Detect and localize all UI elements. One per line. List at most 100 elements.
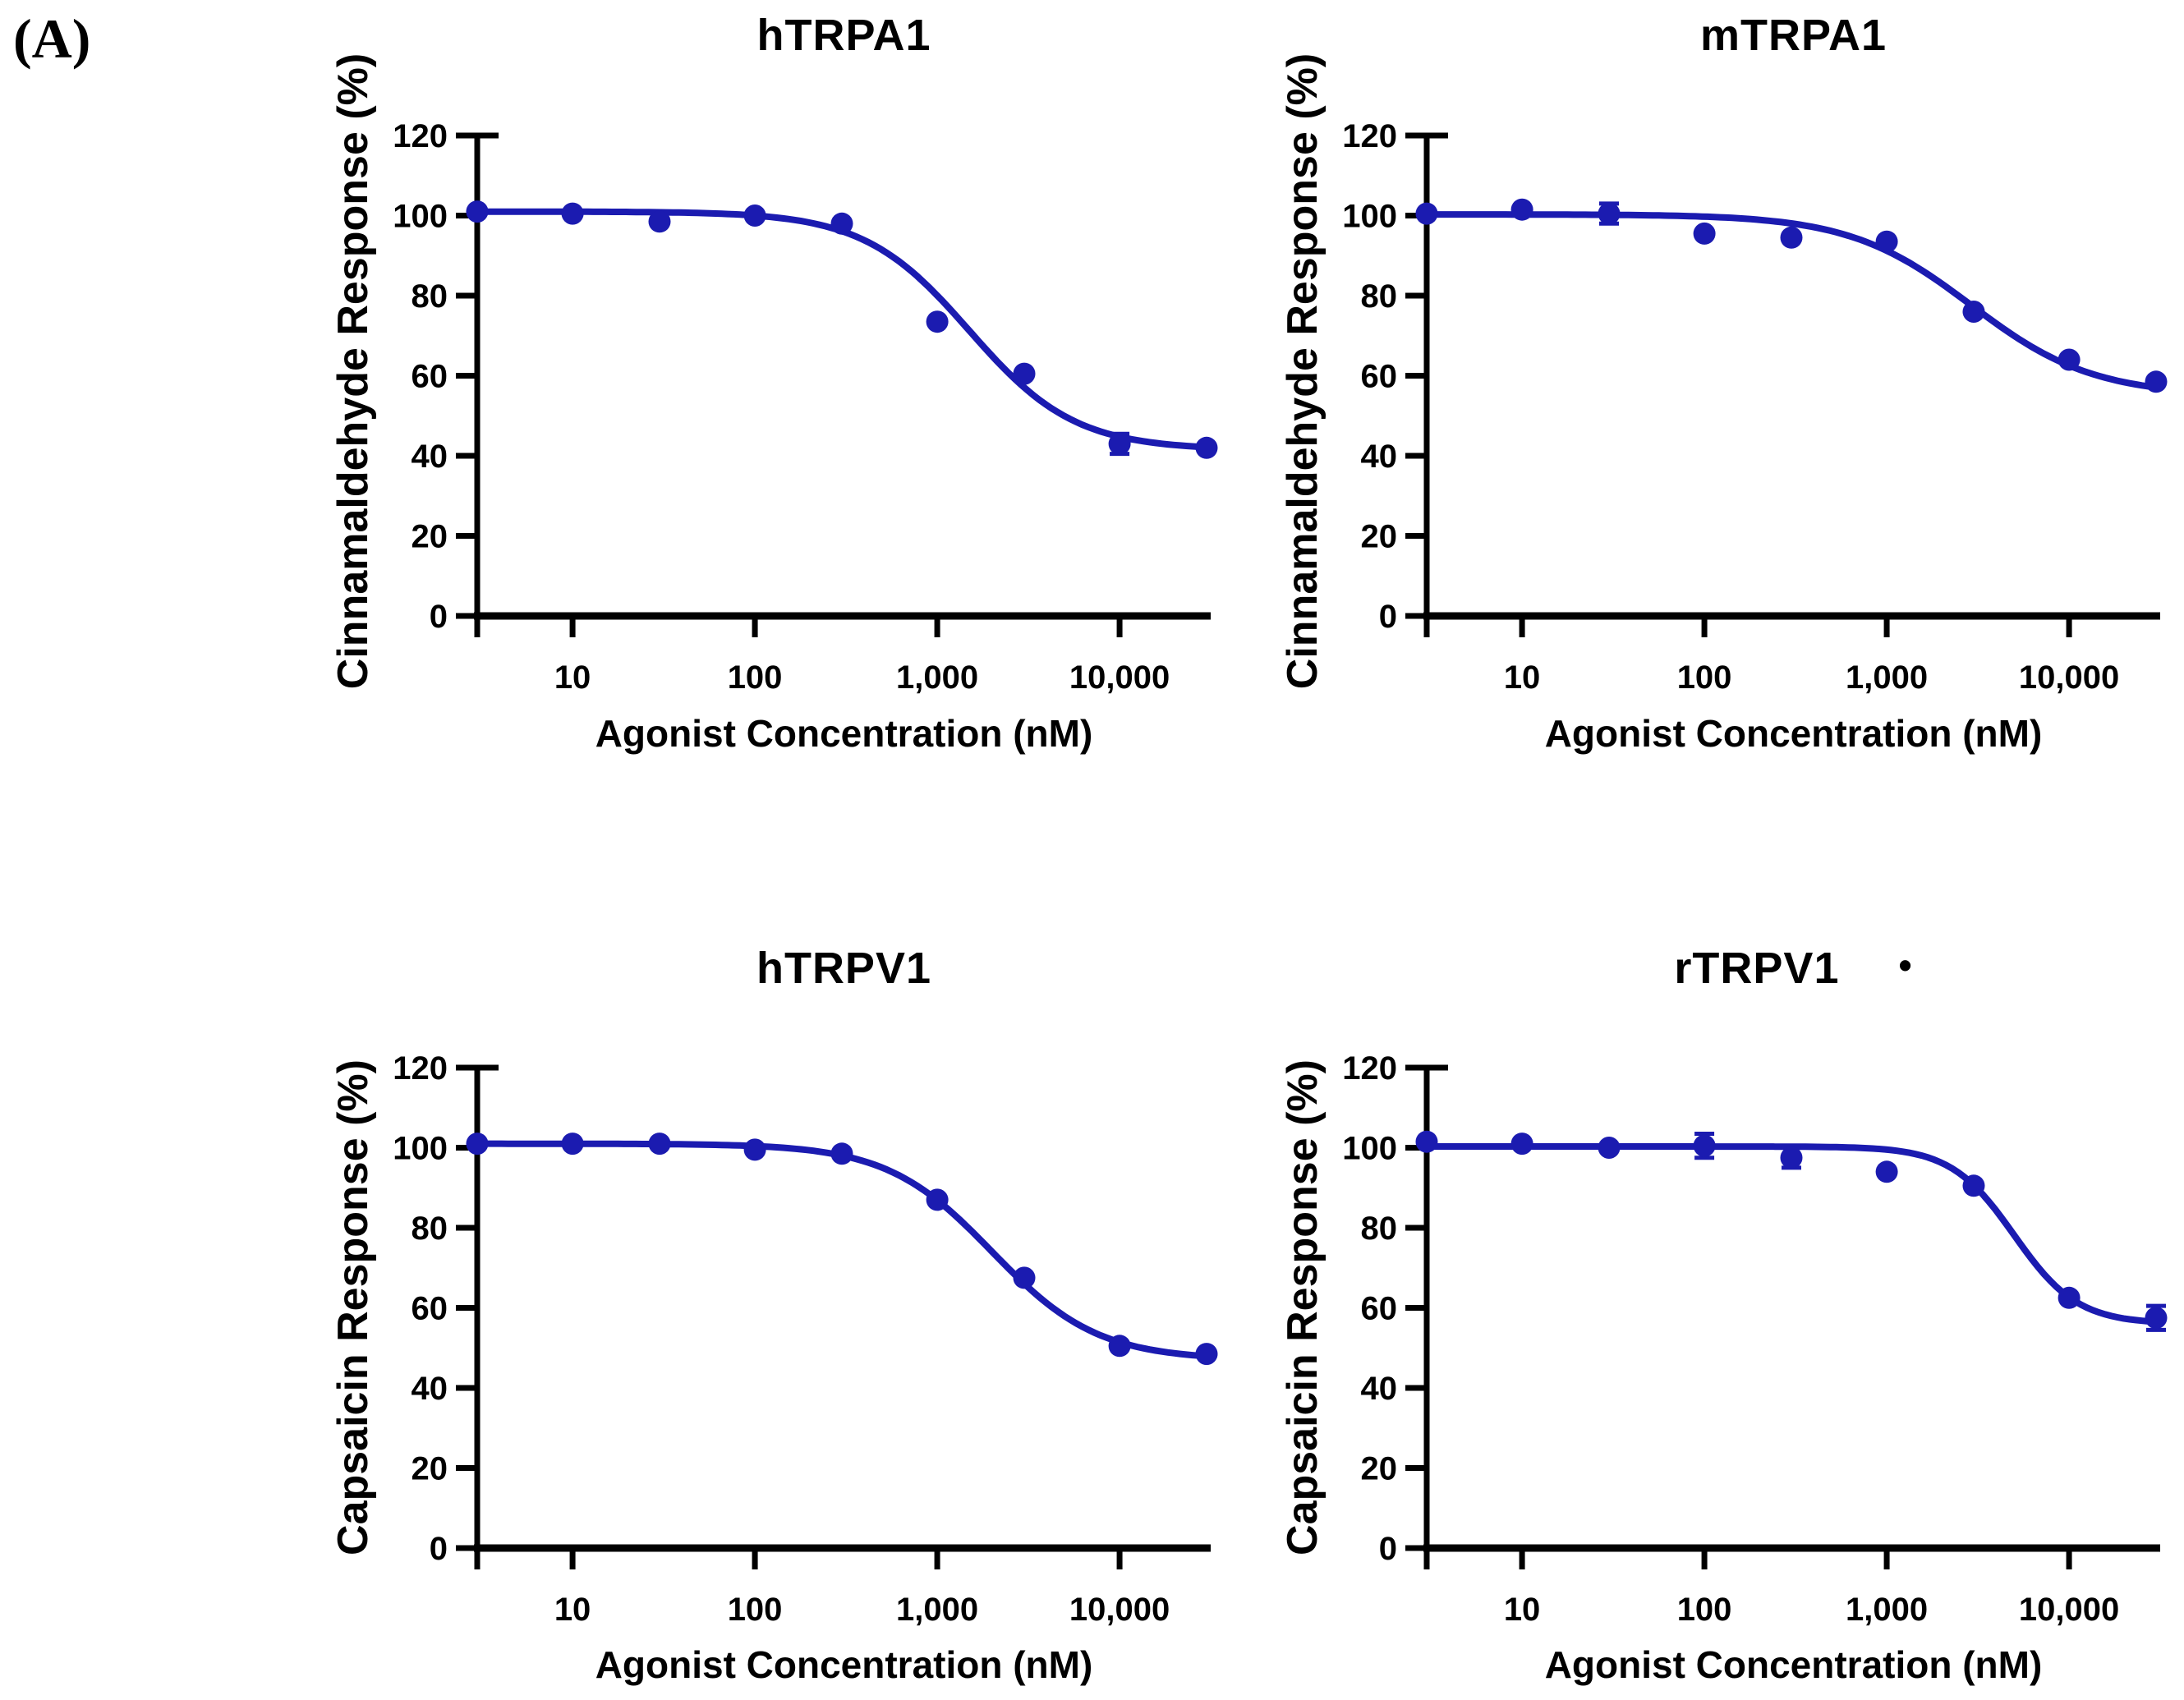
data-point [561, 202, 584, 225]
data-point [466, 200, 489, 223]
data-point [1598, 1137, 1621, 1159]
data-point [1875, 230, 1898, 253]
data-point [1693, 222, 1716, 245]
y-tick-label: 40 [1361, 439, 1398, 475]
x-tick-label: 100 [1677, 1592, 1732, 1628]
x-axis-label-htrpa1: Agonist Concentration (nM) [595, 712, 1093, 755]
y-tick-label: 120 [393, 1050, 448, 1087]
data-point [1195, 436, 1218, 459]
data-point [1415, 202, 1438, 225]
y-tick-label: 20 [412, 519, 448, 555]
data-point [1510, 1133, 1533, 1156]
y-tick-label: 60 [1361, 1291, 1398, 1327]
data-point [743, 1138, 766, 1161]
chart-title-htrpv1: hTRPV1 [477, 943, 1211, 994]
y-tick-label: 20 [1361, 519, 1398, 555]
chart-title-text: hTRPA1 [756, 11, 931, 60]
x-tick-label: 10,000 [2019, 659, 2119, 696]
chart-title-text: rTRPV1 [1674, 944, 1840, 993]
y-tick-label: 60 [412, 1291, 448, 1327]
data-point [1962, 1174, 1985, 1197]
data-point [2058, 1286, 2081, 1309]
y-tick-label: 0 [430, 1531, 448, 1567]
data-point [1108, 1335, 1131, 1358]
data-point [2058, 348, 2081, 371]
chart-title-rtrpv1: rTRPV1 • [1427, 943, 2160, 994]
data-point [2145, 1307, 2168, 1330]
data-point [1962, 301, 1985, 323]
data-point [1780, 226, 1803, 249]
chart-title-text: hTRPV1 [756, 944, 932, 993]
y-tick-label: 80 [1361, 278, 1398, 315]
x-tick-label: 1,000 [896, 1592, 978, 1628]
y-tick-label: 100 [393, 199, 448, 235]
y-tick-label: 0 [1379, 599, 1397, 635]
data-point [1693, 1134, 1716, 1157]
y-tick-label: 80 [412, 278, 448, 315]
y-tick-label: 80 [412, 1211, 448, 1247]
x-tick-label: 10,000 [2019, 1592, 2119, 1628]
data-point [466, 1133, 489, 1156]
y-tick-label: 60 [1361, 359, 1398, 395]
chart-title-text: mTRPA1 [1699, 11, 1887, 60]
y-tick-label: 80 [1361, 1211, 1398, 1247]
y-tick-label: 120 [393, 118, 448, 154]
x-tick-label: 1,000 [1846, 1592, 1928, 1628]
y-tick-label: 100 [1342, 199, 1397, 235]
y-tick-label: 120 [1342, 1050, 1397, 1087]
x-tick-label: 100 [1677, 659, 1732, 696]
y-axis-label-htrpv1: Capsaicin Response (%) [329, 1059, 377, 1555]
data-point [743, 204, 766, 227]
y-axis-label-rtrpv1: Capsaicin Response (%) [1279, 1059, 1326, 1555]
y-tick-label: 60 [412, 359, 448, 395]
x-tick-label: 10 [554, 1592, 591, 1628]
data-point [648, 1133, 671, 1156]
data-point [648, 210, 671, 233]
y-axis-label-mtrpa1: Cinnamaldehyde Response (%) [1279, 53, 1326, 690]
figure-label: (A) [13, 7, 91, 70]
y-tick-label: 0 [430, 599, 448, 635]
title-dot-marker: • [1898, 944, 1913, 986]
dose-response-curve [474, 1140, 1214, 1360]
data-point [830, 1142, 853, 1165]
y-tick-label: 100 [1342, 1131, 1397, 1167]
data-point [1013, 1266, 1036, 1289]
y-tick-label: 0 [1379, 1531, 1397, 1567]
data-point [1598, 202, 1621, 225]
data-point [561, 1133, 584, 1156]
chart-title-mtrpa1: mTRPA1 [1427, 10, 2160, 61]
data-point [1195, 1343, 1218, 1366]
data-point [1510, 198, 1533, 221]
y-tick-label: 20 [412, 1451, 448, 1487]
dose-response-curve [474, 208, 1214, 451]
data-point [926, 310, 949, 333]
data-point [2145, 370, 2168, 393]
x-tick-label: 100 [728, 1592, 783, 1628]
y-tick-label: 40 [1361, 1371, 1398, 1407]
data-point [1013, 362, 1036, 385]
y-tick-label: 40 [412, 1371, 448, 1407]
dose-response-curve [1423, 1143, 2163, 1326]
x-tick-label: 10,000 [1069, 1592, 1170, 1628]
data-point [1415, 1130, 1438, 1153]
dose-response-curve [1423, 211, 2163, 392]
x-tick-label: 10 [1504, 659, 1541, 696]
y-axis-label-htrpa1: Cinnamaldehyde Response (%) [329, 53, 377, 690]
x-axis-label-mtrpa1: Agonist Concentration (nM) [1544, 712, 2043, 755]
x-axis-label-htrpv1: Agonist Concentration (nM) [595, 1643, 1093, 1686]
y-tick-label: 20 [1361, 1451, 1398, 1487]
data-point [1875, 1160, 1898, 1183]
y-tick-label: 100 [393, 1131, 448, 1167]
data-point [830, 212, 853, 235]
data-point [1780, 1146, 1803, 1169]
chart-title-htrpa1: hTRPA1 [477, 10, 1211, 61]
x-tick-label: 100 [728, 659, 783, 696]
x-axis-label-rtrpv1: Agonist Concentration (nM) [1544, 1643, 2043, 1686]
x-tick-label: 1,000 [896, 659, 978, 696]
data-point [1108, 432, 1131, 455]
data-point [926, 1188, 949, 1211]
x-tick-label: 10,000 [1069, 659, 1170, 696]
x-tick-label: 10 [1504, 1592, 1541, 1628]
